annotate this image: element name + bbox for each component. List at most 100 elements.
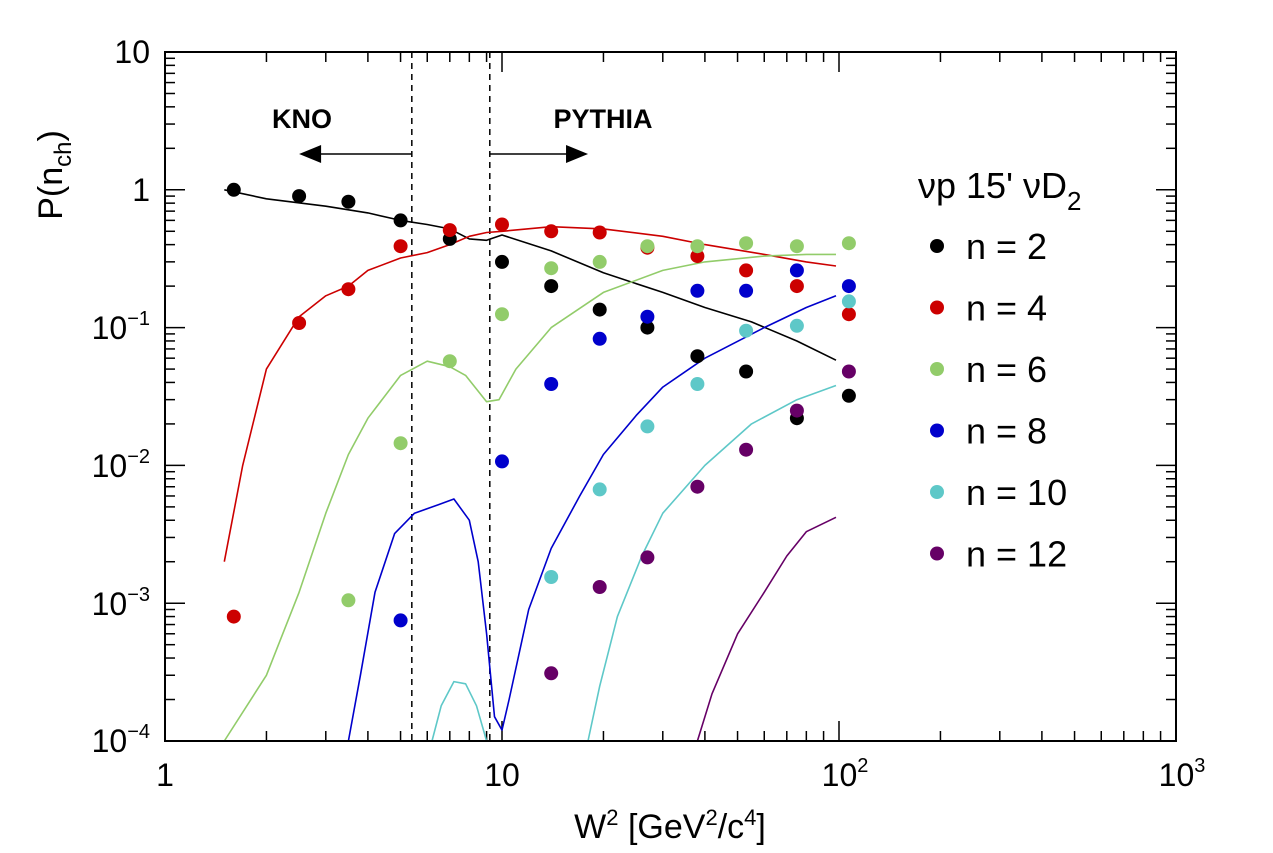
data-point bbox=[789, 318, 804, 333]
legend-label: n = 8 bbox=[966, 411, 1047, 452]
data-point bbox=[841, 294, 856, 309]
y-tick-label: 10−4 bbox=[92, 721, 150, 759]
data-point bbox=[841, 388, 856, 403]
data-point bbox=[690, 239, 705, 254]
data-point bbox=[789, 263, 804, 278]
model-curve-n6 bbox=[223, 253, 836, 742]
data-point bbox=[640, 320, 655, 335]
pythia-arrow-head bbox=[566, 145, 589, 163]
data-point bbox=[592, 580, 607, 594]
legend-title: νp 15' νD2 bbox=[918, 165, 1081, 216]
data-point bbox=[226, 182, 241, 197]
data-point bbox=[841, 236, 856, 251]
data-point bbox=[393, 613, 408, 628]
data-point bbox=[341, 282, 356, 297]
data-point bbox=[739, 283, 754, 298]
data-point bbox=[495, 254, 509, 269]
data-point bbox=[341, 593, 356, 608]
data-point bbox=[690, 349, 705, 364]
model-curve-n10 bbox=[431, 384, 837, 742]
model-boundaries bbox=[411, 52, 491, 741]
legend-marker bbox=[930, 423, 944, 438]
data-point bbox=[640, 550, 655, 565]
data-point bbox=[690, 283, 705, 298]
data-point bbox=[841, 279, 856, 294]
data-point bbox=[544, 224, 559, 239]
data-point bbox=[442, 354, 457, 369]
region-arrows bbox=[299, 145, 589, 163]
legend-marker bbox=[930, 362, 944, 376]
data-point bbox=[592, 482, 607, 497]
data-point bbox=[592, 225, 607, 240]
legend-label: n = 12 bbox=[966, 534, 1067, 575]
data-point bbox=[393, 436, 408, 451]
data-point bbox=[739, 442, 754, 457]
data-points bbox=[226, 182, 856, 681]
legend: νp 15' νD2 n = 2n = 4n = 6n = 8n = 10n =… bbox=[918, 165, 1081, 575]
legend-marker bbox=[930, 300, 944, 315]
data-point bbox=[226, 609, 241, 624]
legend-label: n = 2 bbox=[966, 226, 1047, 267]
data-point bbox=[544, 261, 559, 276]
data-point bbox=[592, 331, 607, 346]
data-point bbox=[690, 249, 705, 264]
data-point bbox=[544, 279, 559, 294]
data-point bbox=[292, 189, 307, 204]
data-point bbox=[292, 316, 307, 330]
data-point bbox=[393, 239, 408, 254]
x-tick-label: 1 bbox=[156, 757, 174, 793]
pythia-label: PYTHIA bbox=[553, 104, 652, 134]
legend-label: n = 10 bbox=[966, 472, 1067, 513]
data-point bbox=[640, 309, 655, 324]
data-point bbox=[690, 377, 705, 391]
legend-marker bbox=[930, 239, 944, 253]
data-point bbox=[640, 239, 655, 254]
legend-marker bbox=[930, 546, 944, 561]
data-point bbox=[544, 377, 559, 391]
y-tick-labels: 10 1 10−1 10−2 10−3 10−4 bbox=[92, 34, 150, 759]
kno-arrow-head bbox=[299, 145, 322, 163]
data-point bbox=[789, 239, 804, 254]
y-axis-title: P(nch) bbox=[32, 130, 77, 220]
legend-label: n = 6 bbox=[966, 349, 1047, 390]
data-point bbox=[640, 419, 655, 434]
y-tick-label: 10−1 bbox=[92, 308, 150, 346]
data-point bbox=[495, 307, 509, 322]
data-point bbox=[739, 364, 754, 379]
data-point bbox=[841, 364, 856, 379]
plot-ticks bbox=[164, 52, 1176, 742]
data-point bbox=[739, 236, 754, 251]
legend-label: n = 4 bbox=[966, 288, 1047, 329]
model-curve-n8 bbox=[347, 295, 837, 742]
data-point bbox=[544, 666, 559, 681]
x-tick-label: 102 bbox=[822, 755, 869, 793]
data-point bbox=[739, 263, 754, 278]
y-tick-label: 1 bbox=[132, 172, 150, 208]
x-tick-label: 103 bbox=[1159, 755, 1206, 793]
data-point bbox=[495, 454, 509, 469]
data-point bbox=[495, 217, 509, 232]
legend-items: n = 2 n = 4 n = 6 n = 8 n = 10 n = 12 bbox=[930, 226, 1067, 575]
model-curve-n2 bbox=[224, 189, 837, 361]
model-curve-n12 bbox=[696, 516, 837, 742]
x-tick-labels: 1 10 102 103 bbox=[156, 755, 1205, 793]
data-point bbox=[690, 479, 705, 494]
kno-label: KNO bbox=[272, 104, 332, 134]
y-tick-label: 10−3 bbox=[92, 584, 150, 622]
x-axis-title: W2 [GeV2/c4] bbox=[574, 805, 766, 846]
data-point bbox=[341, 194, 356, 209]
data-point bbox=[393, 213, 408, 228]
legend-marker bbox=[930, 485, 944, 499]
data-point bbox=[789, 279, 804, 294]
data-point bbox=[739, 323, 754, 338]
data-point bbox=[789, 403, 804, 418]
data-point bbox=[544, 570, 559, 584]
data-point bbox=[442, 223, 457, 238]
plot-frame bbox=[164, 51, 1177, 742]
y-tick-label: 10 bbox=[114, 34, 150, 70]
y-tick-label: 10−2 bbox=[92, 446, 150, 484]
data-point bbox=[592, 254, 607, 269]
x-tick-label: 10 bbox=[484, 757, 520, 793]
data-point bbox=[592, 302, 607, 317]
